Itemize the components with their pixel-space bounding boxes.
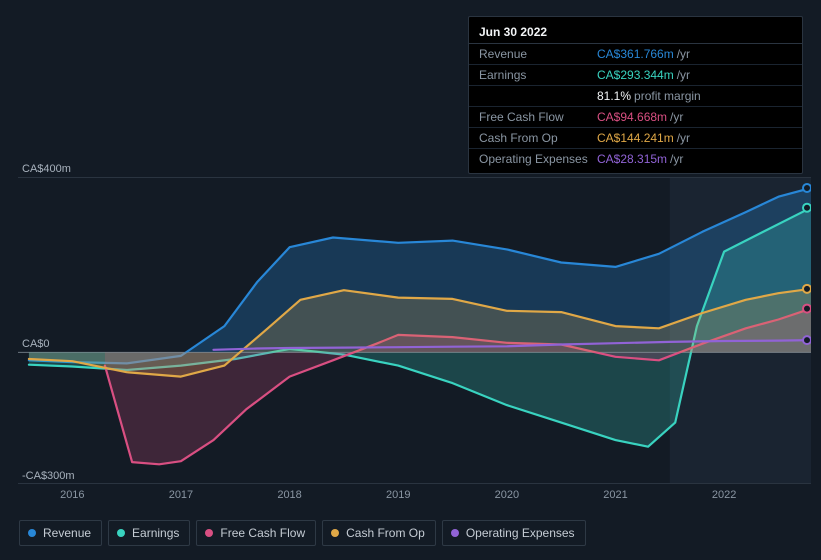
x-axis-label: 2017 — [169, 489, 193, 501]
legend-label: Earnings — [132, 526, 179, 540]
tooltip-label: Cash From Op — [479, 131, 597, 145]
legend-item-cash-from-op[interactable]: Cash From Op — [322, 520, 436, 546]
tooltip-row: RevenueCA$361.766m/yr — [469, 44, 802, 65]
legend-swatch — [205, 529, 213, 537]
tooltip-value: CA$293.344m — [597, 68, 674, 82]
tooltip-value: CA$28.315m — [597, 152, 667, 166]
legend-swatch — [28, 529, 36, 537]
legend-item-operating-expenses[interactable]: Operating Expenses — [442, 520, 586, 546]
tooltip-label — [479, 89, 597, 103]
tooltip-value: CA$144.241m — [597, 131, 674, 145]
tooltip-label: Revenue — [479, 47, 597, 61]
tooltip-unit: /yr — [677, 131, 690, 145]
tooltip-date: Jun 30 2022 — [469, 21, 802, 44]
tooltip-value: CA$361.766m — [597, 47, 674, 61]
legend-label: Revenue — [43, 526, 91, 540]
tooltip-value: CA$94.668m — [597, 110, 667, 124]
x-axis-label: 2018 — [277, 489, 301, 501]
legend-swatch — [117, 529, 125, 537]
tooltip-row: Free Cash FlowCA$94.668m/yr — [469, 107, 802, 128]
tooltip-unit: /yr — [677, 47, 690, 61]
chart-plot[interactable] — [18, 177, 811, 484]
x-axis-label: 2022 — [712, 489, 736, 501]
x-axis-label: 2020 — [495, 489, 519, 501]
tooltip-label: Operating Expenses — [479, 152, 597, 166]
x-axis-label: 2016 — [60, 489, 84, 501]
legend: Revenue Earnings Free Cash Flow Cash From O… — [19, 520, 586, 546]
x-axis-label: 2021 — [603, 489, 627, 501]
legend-swatch — [331, 529, 339, 537]
tooltip-row: EarningsCA$293.344m/yr — [469, 65, 802, 86]
x-axis-label: 2019 — [386, 489, 410, 501]
legend-item-earnings[interactable]: Earnings — [108, 520, 190, 546]
tooltip-unit: /yr — [670, 110, 683, 124]
legend-label: Free Cash Flow — [220, 526, 305, 540]
y-axis-label: CA$400m — [22, 163, 71, 175]
legend-label: Operating Expenses — [466, 526, 575, 540]
tooltip-label: Earnings — [479, 68, 597, 82]
legend-item-revenue[interactable]: Revenue — [19, 520, 102, 546]
legend-label: Cash From Op — [346, 526, 425, 540]
tooltip-value: 81.1% — [597, 89, 631, 103]
tooltip-unit: /yr — [670, 152, 683, 166]
tooltip-row: Operating ExpensesCA$28.315m/yr — [469, 149, 802, 169]
legend-swatch — [451, 529, 459, 537]
tooltip-label: Free Cash Flow — [479, 110, 597, 124]
tooltip-row: Cash From OpCA$144.241m/yr — [469, 128, 802, 149]
tooltip-unit: /yr — [677, 68, 690, 82]
tooltip-unit: profit margin — [634, 89, 701, 103]
tooltip-row: 81.1%profit margin — [469, 86, 802, 107]
x-axis: 2016 2017 2018 2019 2020 2021 2022 — [18, 489, 811, 509]
chart-tooltip: Jun 30 2022 RevenueCA$361.766m/yrEarning… — [468, 16, 803, 174]
legend-item-free-cash-flow[interactable]: Free Cash Flow — [196, 520, 316, 546]
